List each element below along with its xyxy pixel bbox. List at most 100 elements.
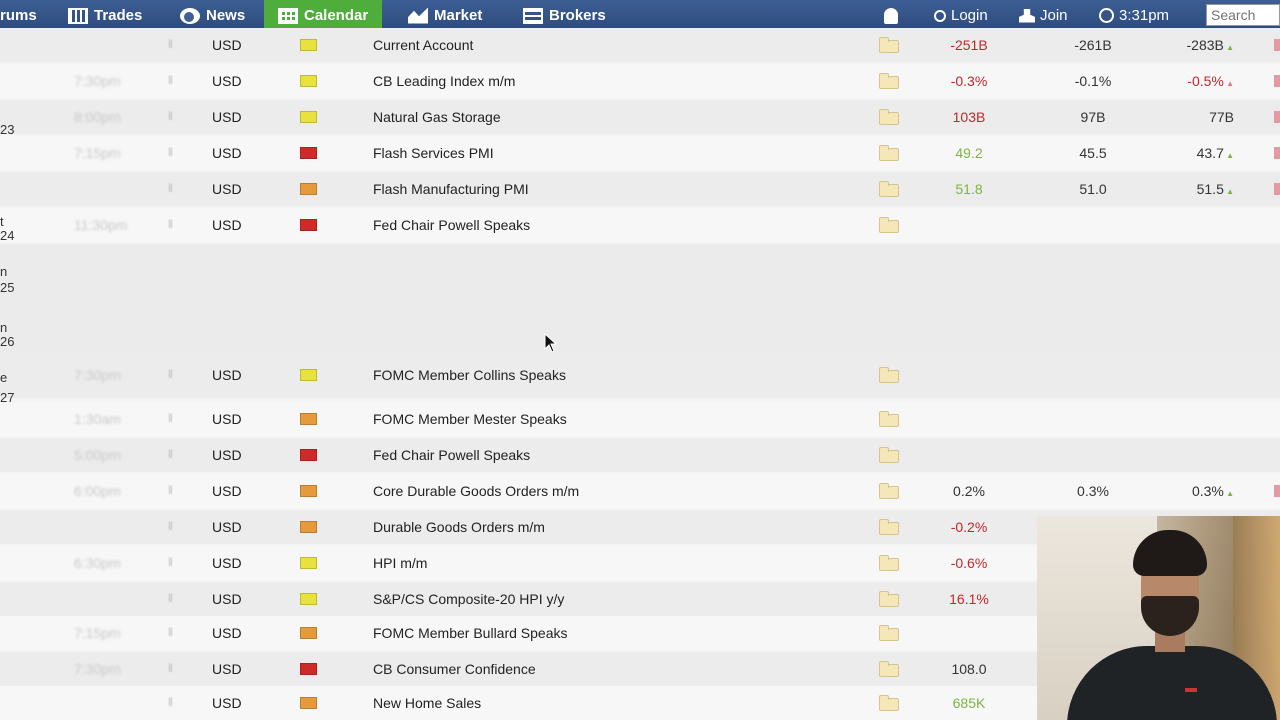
- search-input[interactable]: [1206, 4, 1280, 26]
- nav-trades-label: Trades: [94, 7, 143, 24]
- event-time: 7:15pm: [74, 625, 121, 641]
- event-title[interactable]: S&P/CS Composite-20 HPI y/y: [373, 591, 565, 607]
- presenter-hair: [1133, 530, 1207, 576]
- details-folder-icon[interactable]: [879, 555, 899, 571]
- details-folder-icon[interactable]: [879, 145, 899, 161]
- expand-handle-icon[interactable]: ‖: [168, 37, 173, 51]
- clock-display[interactable]: 3:31pm: [1099, 0, 1169, 31]
- nav-forums[interactable]: rums: [0, 0, 37, 31]
- expand-handle-icon[interactable]: ‖: [168, 411, 173, 425]
- nav-trades[interactable]: Trades: [68, 0, 142, 31]
- event-title[interactable]: CB Leading Index m/m: [373, 73, 516, 89]
- event-title[interactable]: Natural Gas Storage: [373, 109, 501, 125]
- calendar-row[interactable]: 11:30pm ‖ USD Fed Chair Powell Speaks: [0, 208, 1280, 242]
- impact-low-icon: [300, 111, 317, 123]
- actual-value: -0.3%: [950, 73, 988, 89]
- details-folder-icon[interactable]: [879, 109, 899, 125]
- calendar-row[interactable]: 1:30am ‖ USD FOMC Member Mester Speaks: [0, 402, 1280, 436]
- calendar-row[interactable]: ‖ USD Current Account -251B -261B -283B ▲: [0, 28, 1280, 62]
- expand-handle-icon[interactable]: ‖: [168, 217, 173, 231]
- details-folder-icon[interactable]: [879, 73, 899, 89]
- previous-value-cell: 0.3% ▲: [1162, 483, 1234, 499]
- nav-market[interactable]: Market: [408, 0, 482, 31]
- details-folder-icon[interactable]: [879, 519, 899, 535]
- event-title[interactable]: CB Consumer Confidence: [373, 661, 536, 677]
- date-label-fragment: 25: [0, 280, 15, 295]
- revision-arrow-icon: ▲: [1223, 79, 1234, 88]
- forecast-value: 97B: [1080, 109, 1106, 125]
- expand-handle-icon[interactable]: ‖: [168, 625, 173, 639]
- event-time: 7:30pm: [74, 661, 121, 677]
- details-folder-icon[interactable]: [879, 695, 899, 711]
- details-folder-icon[interactable]: [879, 447, 899, 463]
- login-button[interactable]: Login: [934, 0, 988, 31]
- details-folder-icon[interactable]: [879, 181, 899, 197]
- bell-icon: [884, 7, 898, 24]
- event-title[interactable]: New Home Sales: [373, 695, 482, 711]
- webcam-overlay: [1037, 516, 1280, 720]
- event-title[interactable]: Flash Manufacturing PMI: [373, 181, 529, 197]
- event-title[interactable]: FOMC Member Bullard Speaks: [373, 625, 568, 641]
- expand-handle-icon[interactable]: ‖: [168, 483, 173, 497]
- expand-handle-icon[interactable]: ‖: [168, 555, 173, 569]
- nav-calendar[interactable]: Calendar: [264, 0, 383, 31]
- details-folder-icon[interactable]: [879, 661, 899, 677]
- details-folder-icon[interactable]: [879, 483, 899, 499]
- event-title[interactable]: Fed Chair Powell Speaks: [373, 217, 531, 233]
- event-title[interactable]: HPI m/m: [373, 555, 428, 571]
- details-folder-icon[interactable]: [879, 217, 899, 233]
- calendar-row[interactable]: 8:00pm ‖ USD Natural Gas Storage 103B 97B 77B: [0, 100, 1280, 134]
- revision-arrow-icon: ▲: [1223, 187, 1234, 196]
- currency-label: USD: [212, 145, 242, 161]
- event-title[interactable]: Durable Goods Orders m/m: [373, 519, 545, 535]
- actual-value: -0.6%: [950, 555, 988, 571]
- join-button[interactable]: Join: [1019, 0, 1068, 31]
- event-title[interactable]: FOMC Member Mester Speaks: [373, 411, 567, 427]
- actual-value: -251B: [950, 37, 988, 53]
- event-title[interactable]: Current Account: [373, 37, 474, 53]
- calendar-row[interactable]: 7:30pm ‖ USD FOMC Member Collins Speaks: [0, 352, 1280, 398]
- details-folder-icon[interactable]: [879, 37, 899, 53]
- event-title[interactable]: Flash Services PMI: [373, 145, 494, 161]
- expand-handle-icon[interactable]: ‖: [168, 145, 173, 159]
- expand-handle-icon[interactable]: ‖: [168, 367, 173, 381]
- forecast-value: 45.5: [1079, 145, 1107, 161]
- calendar-row[interactable]: ‖ USD Flash Manufacturing PMI 51.8 51.0 51.5 …: [0, 172, 1280, 206]
- currency-label: USD: [212, 411, 242, 427]
- expand-handle-icon[interactable]: ‖: [168, 181, 173, 195]
- nav-news-label: News: [206, 7, 246, 24]
- login-icon: [934, 9, 946, 22]
- event-title[interactable]: Core Durable Goods Orders m/m: [373, 483, 580, 499]
- currency-label: USD: [212, 217, 242, 233]
- expand-handle-icon[interactable]: ‖: [168, 661, 173, 675]
- nav-brokers[interactable]: Brokers: [523, 0, 606, 31]
- calendar-row[interactable]: 7:30pm ‖ USD CB Leading Index m/m -0.3% -0.1%…: [0, 64, 1280, 98]
- details-folder-icon[interactable]: [879, 411, 899, 427]
- expand-handle-icon[interactable]: ‖: [168, 73, 173, 87]
- date-label-fragment: n: [0, 320, 8, 335]
- details-folder-icon[interactable]: [879, 367, 899, 383]
- calendar-row[interactable]: 7:15pm ‖ USD Flash Services PMI 49.2 45.5 43.7…: [0, 136, 1280, 170]
- impact-med-icon: [300, 697, 317, 709]
- impact-low-icon: [300, 593, 317, 605]
- calendar-row[interactable]: 6:00pm ‖ USD Core Durable Goods Orders m/m 0…: [0, 474, 1280, 508]
- forecast-value: 51.0: [1079, 181, 1107, 197]
- calendar-row[interactable]: 5:00pm ‖ USD Fed Chair Powell Speaks: [0, 438, 1280, 472]
- expand-handle-icon[interactable]: ‖: [168, 591, 173, 605]
- expand-handle-icon[interactable]: ‖: [168, 109, 173, 123]
- notifications-button[interactable]: [884, 0, 898, 31]
- row-edge-marker: [1274, 39, 1280, 51]
- nav-news[interactable]: News: [180, 0, 245, 31]
- currency-label: USD: [212, 483, 242, 499]
- current-time: 3:31pm: [1119, 7, 1170, 24]
- details-folder-icon[interactable]: [879, 591, 899, 607]
- impact-high-icon: [300, 449, 317, 461]
- previous-value-cell: -283B ▲: [1162, 37, 1235, 53]
- expand-handle-icon[interactable]: ‖: [168, 447, 173, 461]
- trades-icon: [68, 7, 88, 24]
- expand-handle-icon[interactable]: ‖: [168, 695, 173, 709]
- details-folder-icon[interactable]: [879, 625, 899, 641]
- event-title[interactable]: FOMC Member Collins Speaks: [373, 367, 566, 383]
- expand-handle-icon[interactable]: ‖: [168, 519, 173, 533]
- event-title[interactable]: Fed Chair Powell Speaks: [373, 447, 531, 463]
